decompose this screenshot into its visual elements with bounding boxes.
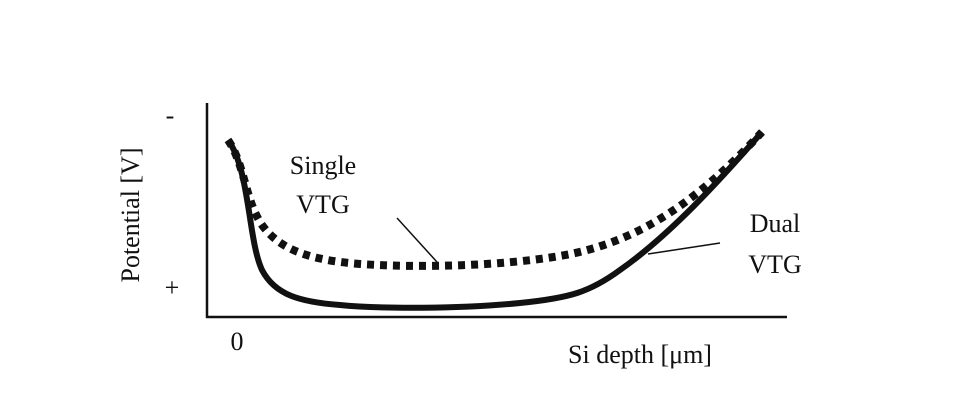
x-axis-label: Si depth [μm] xyxy=(568,340,712,369)
curve-label: Single xyxy=(290,151,356,180)
y-axis-label: Potential [V] xyxy=(116,147,145,282)
curve-label: VTG xyxy=(748,250,801,279)
single-vtg-curve xyxy=(224,129,765,270)
y-top-sign: - xyxy=(166,101,175,130)
dual-leader-line xyxy=(647,242,721,255)
curve-label: Dual xyxy=(750,209,801,238)
curve-label: VTG xyxy=(296,190,349,219)
x-origin-label: 0 xyxy=(231,327,244,356)
y-bottom-sign: + xyxy=(165,273,180,302)
dual-vtg-curve xyxy=(225,130,765,311)
single-leader-line xyxy=(396,217,438,263)
